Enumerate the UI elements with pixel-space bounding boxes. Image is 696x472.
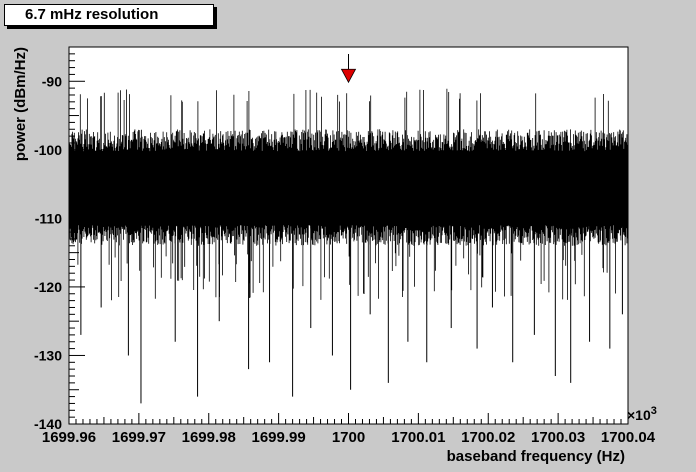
y-tick-label: -120 [34, 279, 62, 295]
deep-dips [80, 225, 623, 404]
x-tick-label: 1699.98 [182, 429, 236, 446]
x-axis-multiplier: ×103 [627, 405, 657, 423]
x-tick-label: 1699.99 [252, 429, 306, 446]
x-axis: 1699.96 1699.97 1699.98 1699.99 1700 1700.01 1… [42, 413, 656, 446]
x-tick-label: 1699.96 [42, 429, 96, 446]
marker-head [340, 68, 357, 84]
y-tick-label: -90 [42, 73, 62, 89]
x-tick-label: 1700.02 [461, 429, 515, 446]
y-tick-label: -140 [34, 416, 62, 432]
y-axis-label: power (dBm/Hz) [12, 47, 29, 161]
x-tick-label: 1700.01 [391, 429, 445, 446]
y-tick-label: -130 [34, 347, 62, 363]
y-tick-label: -100 [34, 142, 62, 158]
x-axis-label: baseband frequency (Hz) [447, 448, 625, 465]
marker-arrow [340, 54, 357, 84]
y-tick-label: -110 [35, 210, 62, 226]
x-tick-label: 1700.03 [531, 429, 585, 446]
y-axis: -90 -100 -110 -120 -130 -140 [34, 46, 85, 432]
x-tick-label: 1700 [332, 429, 365, 446]
chart-title: 6.7 mHz resolution [4, 4, 214, 26]
x-tick-label: 1699.97 [112, 429, 166, 446]
x-tick-label: 1700.04 [601, 429, 656, 446]
